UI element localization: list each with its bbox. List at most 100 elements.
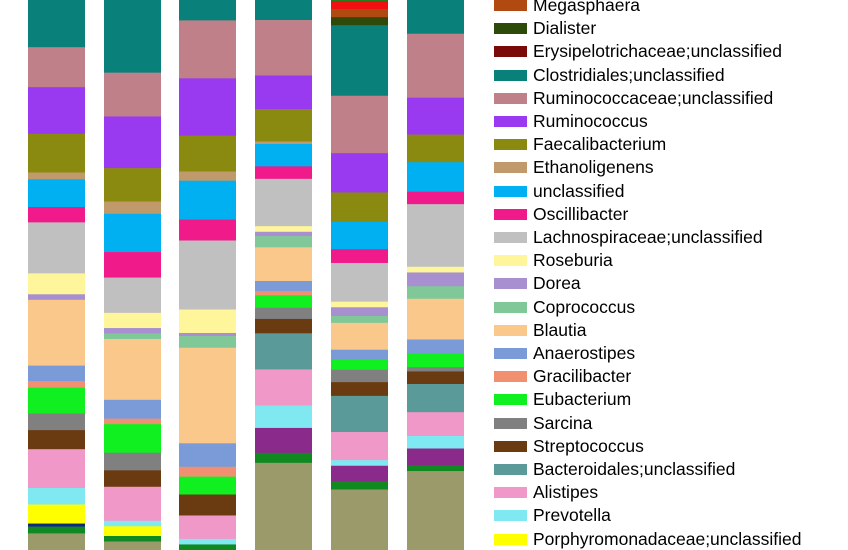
legend-swatch <box>494 232 527 243</box>
bar-4 <box>255 0 312 550</box>
bar-5-segment-anaerostipes <box>331 349 388 360</box>
bar-4-segment-anaerostipes <box>255 280 312 292</box>
bar-1-segment-anaerostipes <box>28 365 85 382</box>
bar-3-segment-dorea <box>179 332 236 337</box>
bar-4-segment-other-bottom-2 <box>255 452 312 464</box>
bar-1-segment-faecalibacterium <box>28 133 85 173</box>
bar-5-segment-ruminococcus <box>331 153 388 193</box>
bar-2-segment-alistipes <box>104 486 161 522</box>
bar-1-segment-gracilibacter <box>28 380 85 389</box>
legend-swatch <box>494 116 527 127</box>
legend-swatch <box>494 255 527 267</box>
legend-label: Gracilibacter <box>533 366 632 387</box>
legend-label: Bacteroidales;unclassified <box>533 459 736 479</box>
legend-label: Anaerostipes <box>533 343 636 363</box>
legend-label: Blautia <box>533 319 587 340</box>
legend-label: unclassified <box>533 180 625 201</box>
legend-label: Faecalibacterium <box>533 134 667 155</box>
bar-4-segment-bacteroidales-unclassified <box>255 333 312 370</box>
bar-5-segment-streptococcus <box>331 382 388 397</box>
bar-2-segment-dorea <box>104 328 161 334</box>
bar-4-segment-other-bottom-1 <box>255 427 312 454</box>
legend-label: Sarcina <box>533 412 593 433</box>
bar-1-segment-other-bottom-0 <box>28 523 85 527</box>
bar-1-segment-sarcina <box>28 413 85 431</box>
legend-label: Streptococcus <box>533 435 644 456</box>
legend-label: Oscillibacter <box>533 203 629 224</box>
bar-3-segment-ethanoligenens <box>179 171 236 181</box>
bar-6-segment-anaerostipes <box>407 339 464 354</box>
bar-1 <box>28 0 85 550</box>
bar-6-segment-prevotella <box>407 435 464 449</box>
bar-5-segment-dorea <box>331 307 388 317</box>
bar-6-segment-blautia <box>407 298 464 340</box>
bar-5-segment-dialister <box>331 17 388 26</box>
legend-label: Ruminococcus <box>533 111 648 131</box>
bar-2-segment-roseburia <box>104 312 161 329</box>
bar-5-segment-bacteroidales-unclassified <box>331 395 388 433</box>
bar-2-segment-porphyromonadaceae-unclassified <box>104 526 161 537</box>
bar-6-segment-faecalibacterium <box>407 134 464 163</box>
bar-1-segment-clostridiales-unclassified <box>28 0 85 48</box>
bar-1-segment-eubacterium <box>28 387 85 414</box>
legend-label: Clostridiales;unclassified <box>533 64 725 85</box>
bar-5-segment-lachnospiraceae-unclassified <box>331 262 388 302</box>
bar-2-segment-coprococcus <box>104 333 161 340</box>
bar-1-segment-ethanoligenens <box>28 172 85 180</box>
bar-6-segment-clostridiales-unclassified <box>407 0 464 35</box>
bar-3-segment-gracilibacter <box>179 466 236 477</box>
legend-swatch <box>494 487 527 499</box>
bar-2-segment-eubacterium <box>104 424 161 454</box>
bar-2-segment-lachnospiraceae-unclassified <box>104 277 161 314</box>
bar-5-segment-other-top-1 <box>331 0 388 2</box>
bar-4-segment-unclassified <box>255 143 312 167</box>
bar-5-segment-other-bottom-2 <box>331 481 388 490</box>
bar-4-segment-faecalibacterium <box>255 109 312 142</box>
bar-5-segment-other-bottom-1 <box>331 465 388 482</box>
legend-swatch <box>494 162 527 174</box>
bar-5-segment-faecalibacterium <box>331 192 388 223</box>
legend-swatch <box>494 278 527 290</box>
bar-2 <box>104 0 161 550</box>
bar-5-segment-prevotella <box>331 460 388 467</box>
bar-1-segment-lachnospiraceae-unclassified <box>28 222 85 274</box>
bar-4-segment-lachnospiraceae-unclassified <box>255 178 312 227</box>
bar-1-segment-prevotella <box>28 487 85 505</box>
bar-5-segment-eubacterium <box>331 359 388 370</box>
bar-6-segment-sarcina <box>407 367 464 372</box>
bar-2-segment-streptococcus <box>104 470 161 488</box>
bar-6-segment-coprococcus <box>407 286 464 300</box>
legend-swatch <box>494 394 527 406</box>
legend-swatch <box>494 46 527 58</box>
bar-3-segment-other-bottom-2 <box>179 544 236 550</box>
bar-3-segment-ruminococcaceae-unclassified <box>179 20 236 79</box>
legend-swatch <box>494 510 527 522</box>
bar-4-segment-ruminococcaceae-unclassified <box>255 20 312 76</box>
bar-6-segment-ruminococcus <box>407 97 464 135</box>
bar-6-segment-other-bottom-1 <box>407 448 464 466</box>
bar-2-segment-sarcina <box>104 452 161 471</box>
bar-4-segment-ruminococcus <box>255 75 312 110</box>
bar-3-segment-roseburia <box>179 309 236 334</box>
bar-4-segment-eubacterium <box>255 295 312 309</box>
bar-5-segment-ruminococcaceae-unclassified <box>331 95 388 154</box>
legend-label: Prevotella <box>533 505 611 526</box>
bar-4-segment-streptococcus <box>255 318 312 334</box>
legend-label: Porphyromonadaceae;unclassified <box>533 528 802 549</box>
bar-1-segment-other-bottom-3 <box>28 533 85 550</box>
bar-5-segment-roseburia <box>331 301 388 308</box>
bar-3-segment-alistipes <box>179 515 236 540</box>
bar-3-segment-oscillibacter <box>179 219 236 241</box>
bar-6-segment-eubacterium <box>407 353 464 368</box>
bar-5-segment-other-bottom-3 <box>331 489 388 550</box>
legend-swatch <box>494 440 527 452</box>
bar-2-segment-ruminococcus <box>104 116 161 169</box>
legend-label: Megasphaera <box>533 0 641 15</box>
bar-2-segment-anaerostipes <box>104 399 161 419</box>
legend-swatch <box>494 185 527 197</box>
legend-label: Erysipelotrichaceae;unclassified <box>533 41 783 62</box>
bar-3-segment-blautia <box>179 347 236 444</box>
bar-4-segment-roseburia <box>255 226 312 233</box>
bar-6-segment-unclassified <box>407 162 464 192</box>
